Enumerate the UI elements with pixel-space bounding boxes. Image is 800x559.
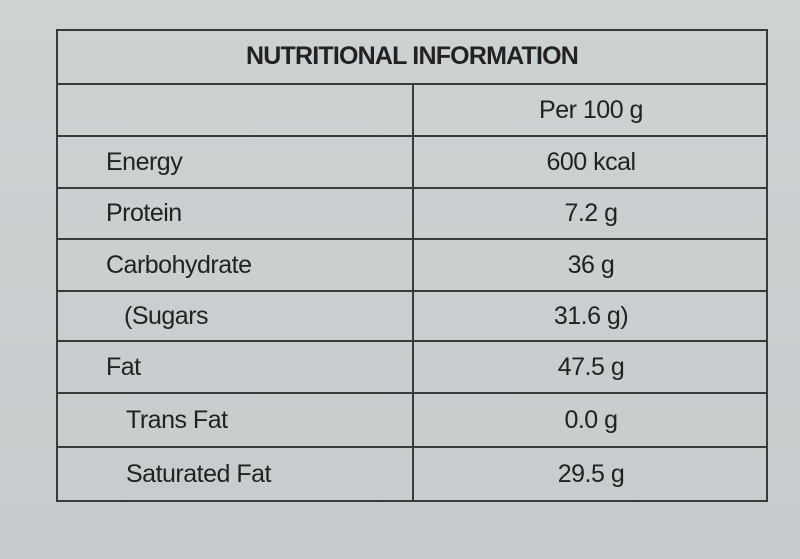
nutrient-label: (Sugars	[56, 290, 412, 340]
nutrient-value: 600 kcal	[412, 135, 768, 187]
nutrient-label: Fat	[56, 340, 412, 392]
nutrient-label: Trans Fat	[56, 392, 412, 446]
nutrient-label: Carbohydrate	[56, 238, 412, 290]
nutrient-value: 47.5 g	[412, 340, 768, 392]
nutrient-value: 7.2 g	[412, 187, 768, 238]
nutrient-label: Saturated Fat	[56, 446, 412, 500]
nutrient-value: 31.6 g)	[412, 290, 768, 340]
nutrient-value: 29.5 g	[412, 446, 768, 500]
column-header: Per 100 g	[412, 83, 768, 135]
nutrient-value: 36 g	[412, 238, 768, 290]
nutrient-label: Protein	[56, 187, 412, 238]
nutrient-value: 0.0 g	[412, 392, 768, 446]
header-empty-cell	[56, 83, 412, 135]
table-title: NUTRITIONAL INFORMATION	[245, 41, 579, 70]
nutrient-label: Energy	[56, 135, 412, 187]
nutrition-table: NUTRITIONAL INFORMATION Per 100 g Energy…	[56, 29, 768, 502]
